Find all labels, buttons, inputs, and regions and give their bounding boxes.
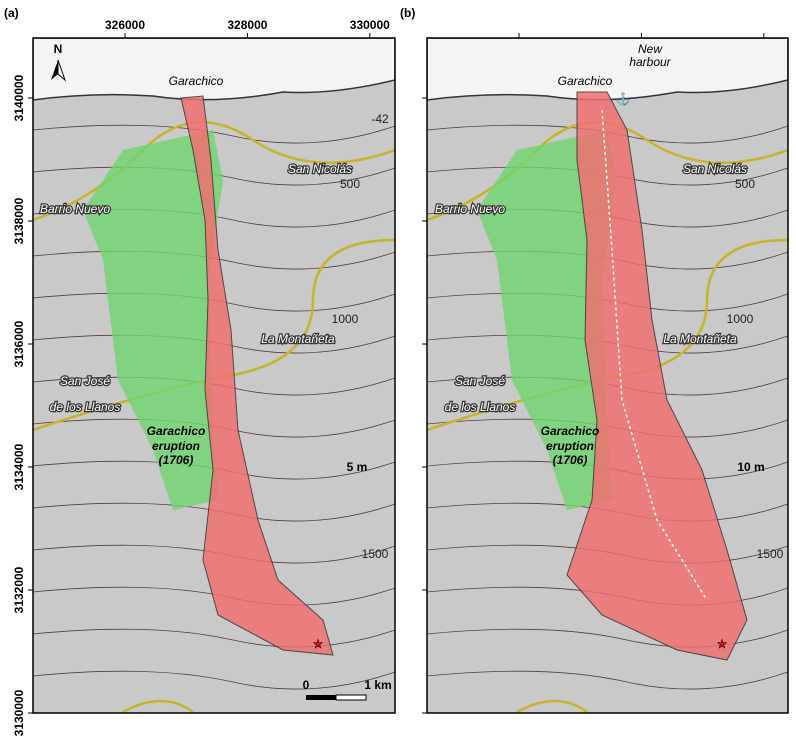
x-tick-label: 328000 bbox=[227, 18, 267, 32]
place-label: de los Llanos bbox=[50, 400, 121, 414]
sea bbox=[33, 38, 395, 100]
vent-star: ★ bbox=[313, 637, 324, 651]
place-label: Barrio Nuevo bbox=[435, 202, 505, 216]
y-tick-label: 3136000 bbox=[12, 320, 26, 367]
place-label: de los Llanos bbox=[445, 400, 516, 414]
eruption-label: Garachico bbox=[541, 424, 600, 438]
eruption-label: Garachico bbox=[147, 424, 206, 438]
y-tick-label: 3140000 bbox=[12, 74, 26, 121]
panel-label: (a) bbox=[4, 6, 19, 20]
place-label: San José bbox=[60, 374, 110, 388]
contour-label: 500 bbox=[340, 177, 360, 191]
harbour-label: New bbox=[638, 42, 663, 56]
scale-bar bbox=[306, 695, 336, 700]
contour-label: 500 bbox=[735, 177, 755, 191]
place-label: La Montañeta bbox=[663, 332, 737, 346]
contour-label: 1000 bbox=[727, 312, 754, 326]
scale-label: 0 bbox=[303, 678, 310, 692]
panel-label: (b) bbox=[400, 6, 415, 20]
x-tick-label: 330000 bbox=[350, 18, 390, 32]
y-tick-label: 3130000 bbox=[12, 689, 26, 736]
y-tick-label: 3132000 bbox=[12, 566, 26, 613]
contour-label: -42 bbox=[371, 112, 389, 126]
eruption-label: (1706) bbox=[553, 453, 588, 467]
contour-label: 1500 bbox=[757, 547, 784, 561]
place-label: La Montañeta bbox=[261, 332, 335, 346]
figure: ★ ★ 326000 328000 330000 3140000 3138000 313600… bbox=[0, 0, 796, 742]
place-label: Garachico bbox=[558, 74, 613, 88]
sea bbox=[427, 38, 788, 100]
anchor-icon: ⚓ bbox=[616, 92, 631, 106]
contour-label: 1500 bbox=[362, 547, 389, 561]
harbour-label: harbour bbox=[629, 55, 671, 69]
y-tick-label: 3138000 bbox=[12, 197, 26, 244]
y-tick-label: 3134000 bbox=[12, 443, 26, 490]
place-label: San Nicolás bbox=[288, 162, 352, 176]
vent-star: ★ bbox=[717, 637, 728, 651]
place-label: San José bbox=[455, 374, 505, 388]
place-label: San Nicolás bbox=[683, 162, 747, 176]
eruption-label: (1706) bbox=[159, 453, 194, 467]
north-label: N bbox=[54, 42, 63, 56]
place-label: Barrio Nuevo bbox=[40, 202, 110, 216]
contour-label: 1000 bbox=[332, 312, 359, 326]
thickness-label: 10 m bbox=[737, 460, 764, 474]
eruption-label: eruption bbox=[546, 439, 594, 453]
eruption-label: eruption bbox=[152, 439, 200, 453]
thickness-label: 5 m bbox=[347, 460, 368, 474]
scale-bar bbox=[336, 695, 366, 700]
place-label: Garachico bbox=[169, 74, 224, 88]
scale-label: 1 km bbox=[364, 678, 391, 692]
x-tick-label: 326000 bbox=[105, 18, 145, 32]
